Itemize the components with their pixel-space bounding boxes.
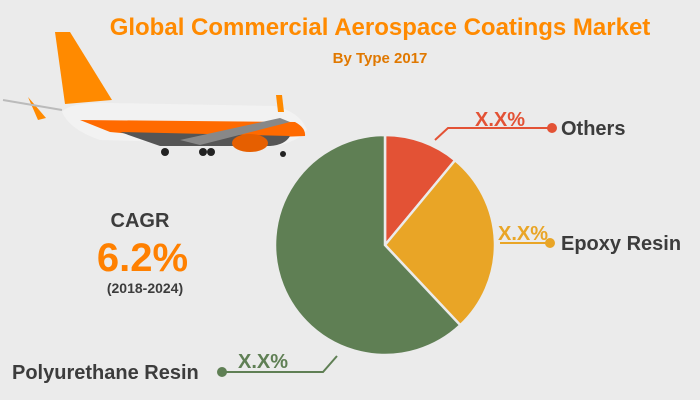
chart-title: Global Commercial Aerospace Coatings Mar… — [109, 14, 651, 41]
cagr-period: (2018-2024) — [106, 280, 184, 296]
leader-dot-epoxy — [545, 238, 555, 248]
value-label-epoxy: X.X% — [498, 223, 548, 245]
legend-label-polyurethane: Polyurethane Resin — [12, 362, 199, 384]
pie-chart — [273, 133, 497, 357]
pie-slice-epoxy-resin — [383, 158, 497, 327]
leader-dot-polyurethane — [217, 367, 227, 377]
leader-dot-others — [547, 123, 557, 133]
legend-label-epoxy: Epoxy Resin — [561, 233, 681, 255]
value-label-others: X.X% — [475, 109, 525, 131]
value-label-polyurethane: X.X% — [238, 351, 288, 373]
leader-lines — [217, 123, 557, 377]
cagr-value: 6.2% — [96, 236, 189, 280]
leader-line-others — [434, 127, 552, 141]
pie-slice-polyurethane-resin — [273, 133, 463, 357]
leader-line-polyurethane — [222, 355, 338, 373]
legend-label-others: Others — [561, 118, 625, 140]
cagr-label: CAGR — [110, 210, 170, 232]
airplane-image — [2, 32, 307, 157]
chart-subtitle: By Type 2017 — [332, 50, 428, 67]
pie-slice-others — [383, 133, 457, 249]
